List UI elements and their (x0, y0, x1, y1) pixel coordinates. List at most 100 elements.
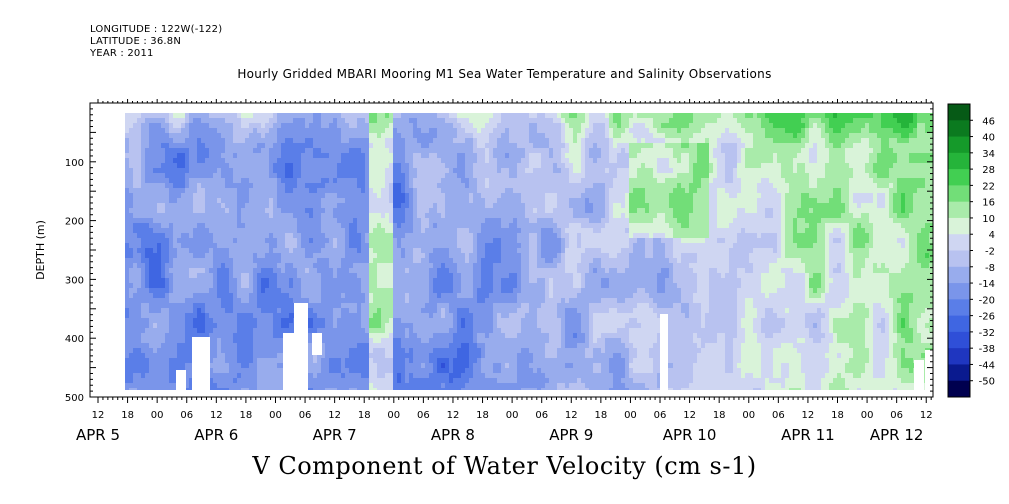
velocity-cell (437, 338, 442, 344)
velocity-cell (397, 228, 402, 234)
velocity-cell (177, 153, 182, 159)
velocity-cell (233, 368, 238, 374)
velocity-cell (261, 263, 266, 269)
velocity-cell (289, 263, 294, 269)
velocity-cell (373, 178, 378, 184)
velocity-cell (385, 223, 390, 229)
velocity-cell (473, 243, 478, 249)
velocity-cell (325, 233, 330, 239)
velocity-cell (129, 268, 134, 274)
velocity-cell (409, 113, 414, 119)
velocity-cell (321, 203, 326, 209)
velocity-cell (341, 308, 346, 314)
velocity-cell (257, 243, 262, 249)
velocity-cell (221, 163, 226, 169)
velocity-cell (477, 243, 482, 249)
velocity-cell (341, 338, 346, 344)
velocity-cell (133, 353, 138, 359)
velocity-cell (201, 113, 206, 119)
velocity-cell (425, 148, 430, 154)
velocity-cell (421, 373, 426, 379)
velocity-cell (445, 233, 450, 239)
velocity-cell (361, 378, 366, 384)
velocity-cell (153, 123, 158, 129)
velocity-cell (277, 173, 282, 179)
velocity-cell (141, 118, 146, 124)
velocity-cell (353, 138, 358, 144)
velocity-cell (217, 268, 222, 274)
velocity-cell (245, 388, 250, 390)
velocity-cell (141, 278, 146, 284)
velocity-cell (161, 143, 166, 149)
velocity-cell (185, 243, 190, 249)
velocity-cell (353, 323, 358, 329)
velocity-cell (201, 173, 206, 179)
velocity-cell (221, 278, 226, 284)
velocity-cell (465, 138, 470, 144)
velocity-cell (421, 138, 426, 144)
velocity-cell (205, 118, 210, 124)
velocity-cell (349, 238, 354, 244)
velocity-cell (285, 288, 290, 294)
velocity-cell (445, 363, 450, 369)
velocity-cell (393, 208, 398, 214)
velocity-cell (277, 298, 282, 304)
velocity-cell (473, 138, 478, 144)
velocity-cell (229, 143, 234, 149)
velocity-cell (201, 243, 206, 249)
velocity-cell (421, 313, 426, 319)
velocity-cell (289, 293, 294, 299)
velocity-cell (361, 198, 366, 204)
velocity-cell (417, 138, 422, 144)
velocity-cell (361, 203, 366, 209)
velocity-cell (453, 213, 458, 219)
velocity-cell (457, 333, 462, 339)
velocity-cell (249, 368, 254, 374)
velocity-cell (417, 223, 422, 229)
velocity-cell (213, 163, 218, 169)
velocity-cell (281, 323, 286, 329)
velocity-cell (233, 293, 238, 299)
velocity-cell (369, 268, 374, 274)
velocity-cell (433, 258, 438, 264)
velocity-cell (173, 368, 178, 374)
velocity-cell (337, 388, 342, 390)
velocity-cell (181, 168, 186, 174)
velocity-cell (345, 208, 350, 214)
velocity-cell (257, 143, 262, 149)
velocity-cell (269, 338, 274, 344)
velocity-cell (125, 173, 130, 179)
velocity-cell (221, 248, 226, 254)
velocity-cell (369, 228, 374, 234)
velocity-cell (213, 338, 218, 344)
velocity-cell (277, 198, 282, 204)
velocity-cell (401, 303, 406, 309)
velocity-cell (417, 308, 422, 314)
velocity-cell (357, 363, 362, 369)
velocity-cell (301, 173, 306, 179)
velocity-cell (205, 288, 210, 294)
velocity-cell (229, 323, 234, 329)
velocity-cell (129, 218, 134, 224)
velocity-cell (457, 358, 462, 364)
velocity-cell (345, 118, 350, 124)
velocity-cell (369, 293, 374, 299)
velocity-cell (289, 298, 294, 304)
velocity-cell (421, 318, 426, 324)
velocity-cell (453, 158, 458, 164)
velocity-cell (425, 173, 430, 179)
velocity-cell (281, 228, 286, 234)
velocity-cell (473, 298, 478, 304)
velocity-cell (473, 268, 478, 274)
velocity-cell (337, 258, 342, 264)
velocity-cell (349, 123, 354, 129)
velocity-cell (393, 188, 398, 194)
velocity-cell (433, 143, 438, 149)
velocity-cell (221, 263, 226, 269)
velocity-cell (137, 363, 142, 369)
velocity-cell (329, 153, 334, 159)
velocity-cell (245, 163, 250, 169)
velocity-cell (225, 143, 230, 149)
velocity-cell (133, 203, 138, 209)
velocity-cell (409, 188, 414, 194)
